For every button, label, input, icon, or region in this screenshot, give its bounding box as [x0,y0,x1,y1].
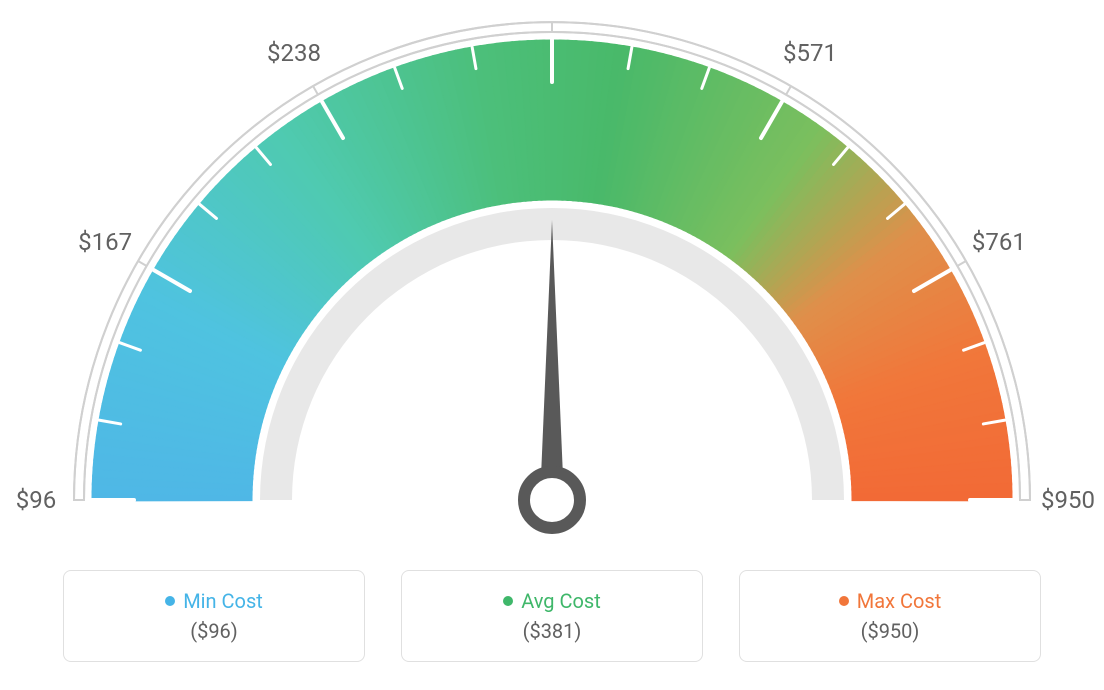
gauge-tick-label: $761 [972,228,1026,256]
gauge-tick-label: $96 [16,486,56,514]
legend-min-value: ($96) [190,619,238,643]
gauge-tick-label: $238 [267,39,321,67]
legend-avg-title: Avg Cost [521,589,601,613]
legend-min-dot [165,596,175,606]
legend-min-title: Min Cost [183,589,263,613]
legend-max-dot [839,596,849,606]
legend-max-value: ($950) [861,619,920,643]
legend-avg-value: ($381) [523,619,582,643]
gauge-tick-label: $571 [783,39,837,67]
gauge-tick-label: $950 [1041,486,1095,514]
legend-avg-card: Avg Cost ($381) [401,570,703,662]
legend-max-title: Max Cost [857,589,942,613]
legend-row: Min Cost ($96) Avg Cost ($381) Max Cost … [0,570,1104,662]
legend-max-card: Max Cost ($950) [739,570,1041,662]
legend-avg-dot [503,596,513,606]
cost-gauge-chart: $96$167$238$381$571$761$950 Min Cost ($9… [0,0,1104,690]
legend-min-card: Min Cost ($96) [63,570,365,662]
gauge-tick-label: $167 [78,228,132,256]
